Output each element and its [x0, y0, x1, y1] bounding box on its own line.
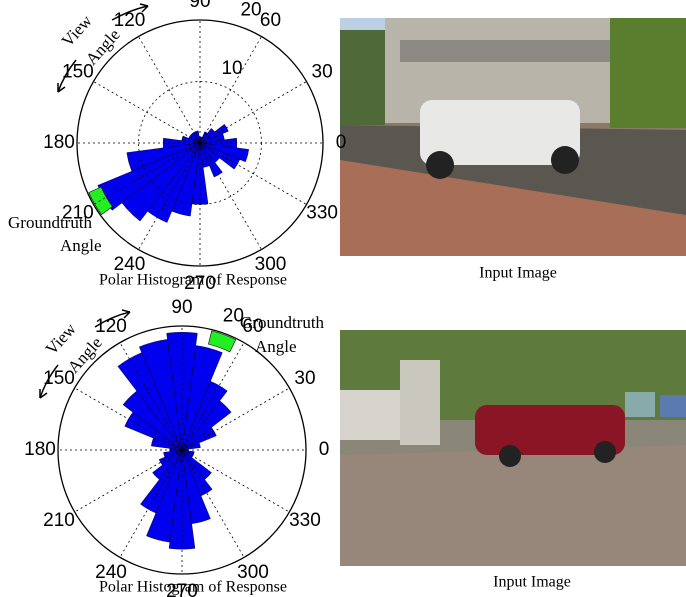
angle-tick-label: 330	[289, 510, 321, 531]
angle-tick-label: 150	[43, 368, 75, 389]
groundtruth-label: Groundtruth	[8, 213, 93, 232]
angle-spoke	[93, 82, 200, 144]
angle-tick-label: 30	[294, 368, 315, 389]
radial-tick-label: 20	[240, 0, 261, 20]
image-caption: Input Image	[493, 574, 571, 591]
angle-tick-label: 210	[43, 510, 75, 531]
figure: Input Image Input Image 10 20 0 30 60 90 120 15…	[0, 0, 686, 597]
angle-tick-label: 60	[260, 10, 281, 31]
angle-tick-label: 180	[24, 439, 56, 460]
groundtruth-label: Angle	[60, 236, 102, 255]
angle-tick-label: 0	[336, 132, 347, 153]
input-image	[340, 18, 686, 256]
chart-title: Polar Histogram of Response	[99, 272, 287, 289]
angle-tick-label: 150	[62, 62, 94, 83]
groundtruth-label: Angle	[255, 337, 297, 356]
groundtruth-label: Groundtruth	[240, 313, 325, 332]
angle-tick-label: 30	[312, 62, 333, 83]
angle-spoke	[200, 36, 262, 143]
image-caption: Input Image	[479, 265, 557, 282]
angle-tick-label: 0	[319, 439, 330, 460]
angle-tick-label: 120	[114, 10, 146, 31]
radial-tick-label: 10	[221, 58, 242, 79]
angle-tick-label: 90	[189, 0, 210, 12]
angle-tick-label: 90	[171, 297, 192, 318]
angle-tick-label: 120	[95, 316, 127, 337]
input-image	[340, 330, 686, 566]
angle-tick-label: 330	[306, 203, 338, 224]
angle-spoke	[139, 36, 201, 143]
angle-tick-label: 180	[43, 132, 75, 153]
groundtruth-marker	[208, 331, 235, 352]
chart-title: Polar Histogram of Response	[99, 579, 287, 596]
view-label: View	[58, 11, 97, 51]
